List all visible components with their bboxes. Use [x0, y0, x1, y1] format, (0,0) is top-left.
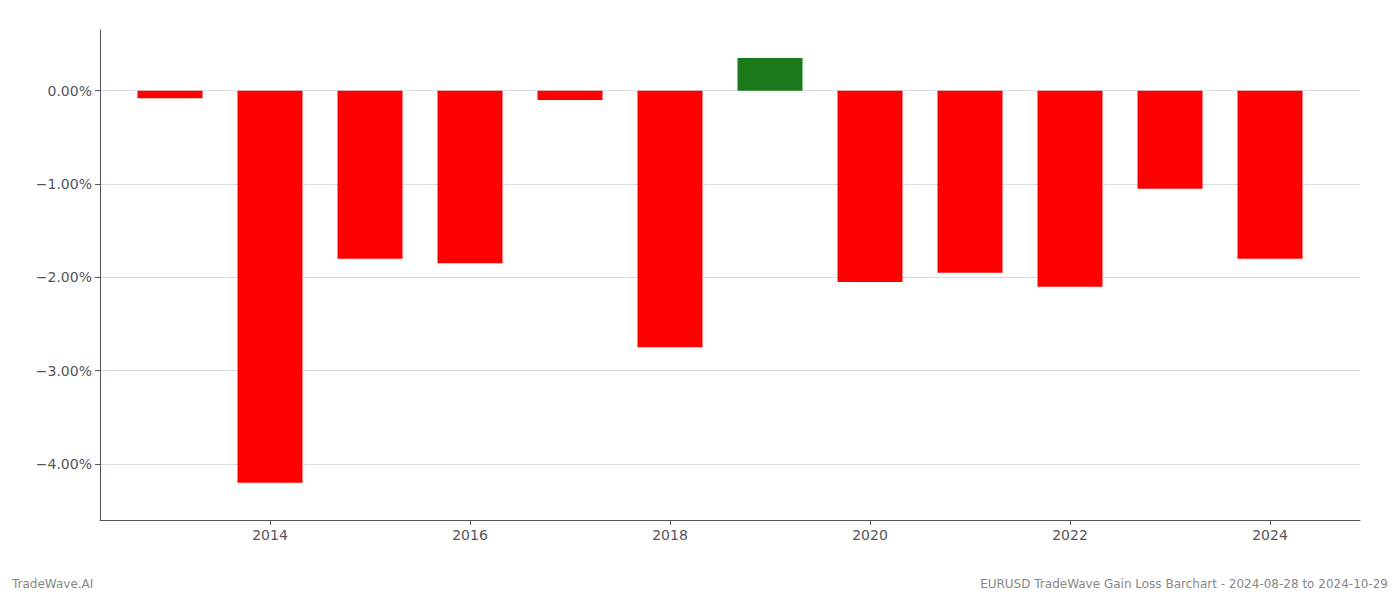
svg-text:2014: 2014: [252, 527, 288, 543]
svg-text:2016: 2016: [452, 527, 488, 543]
svg-text:−4.00%: −4.00%: [36, 456, 92, 472]
svg-text:2024: 2024: [1252, 527, 1288, 543]
svg-text:2018: 2018: [652, 527, 688, 543]
svg-text:0.00%: 0.00%: [48, 83, 92, 99]
svg-text:−3.00%: −3.00%: [36, 363, 92, 379]
svg-text:2022: 2022: [1052, 527, 1088, 543]
svg-text:EURUSD TradeWave Gain Loss Bar: EURUSD TradeWave Gain Loss Barchart - 20…: [980, 577, 1388, 591]
svg-text:−1.00%: −1.00%: [36, 176, 92, 192]
svg-text:−2.00%: −2.00%: [36, 269, 92, 285]
svg-text:2020: 2020: [852, 527, 888, 543]
svg-text:TradeWave.AI: TradeWave.AI: [11, 577, 93, 591]
